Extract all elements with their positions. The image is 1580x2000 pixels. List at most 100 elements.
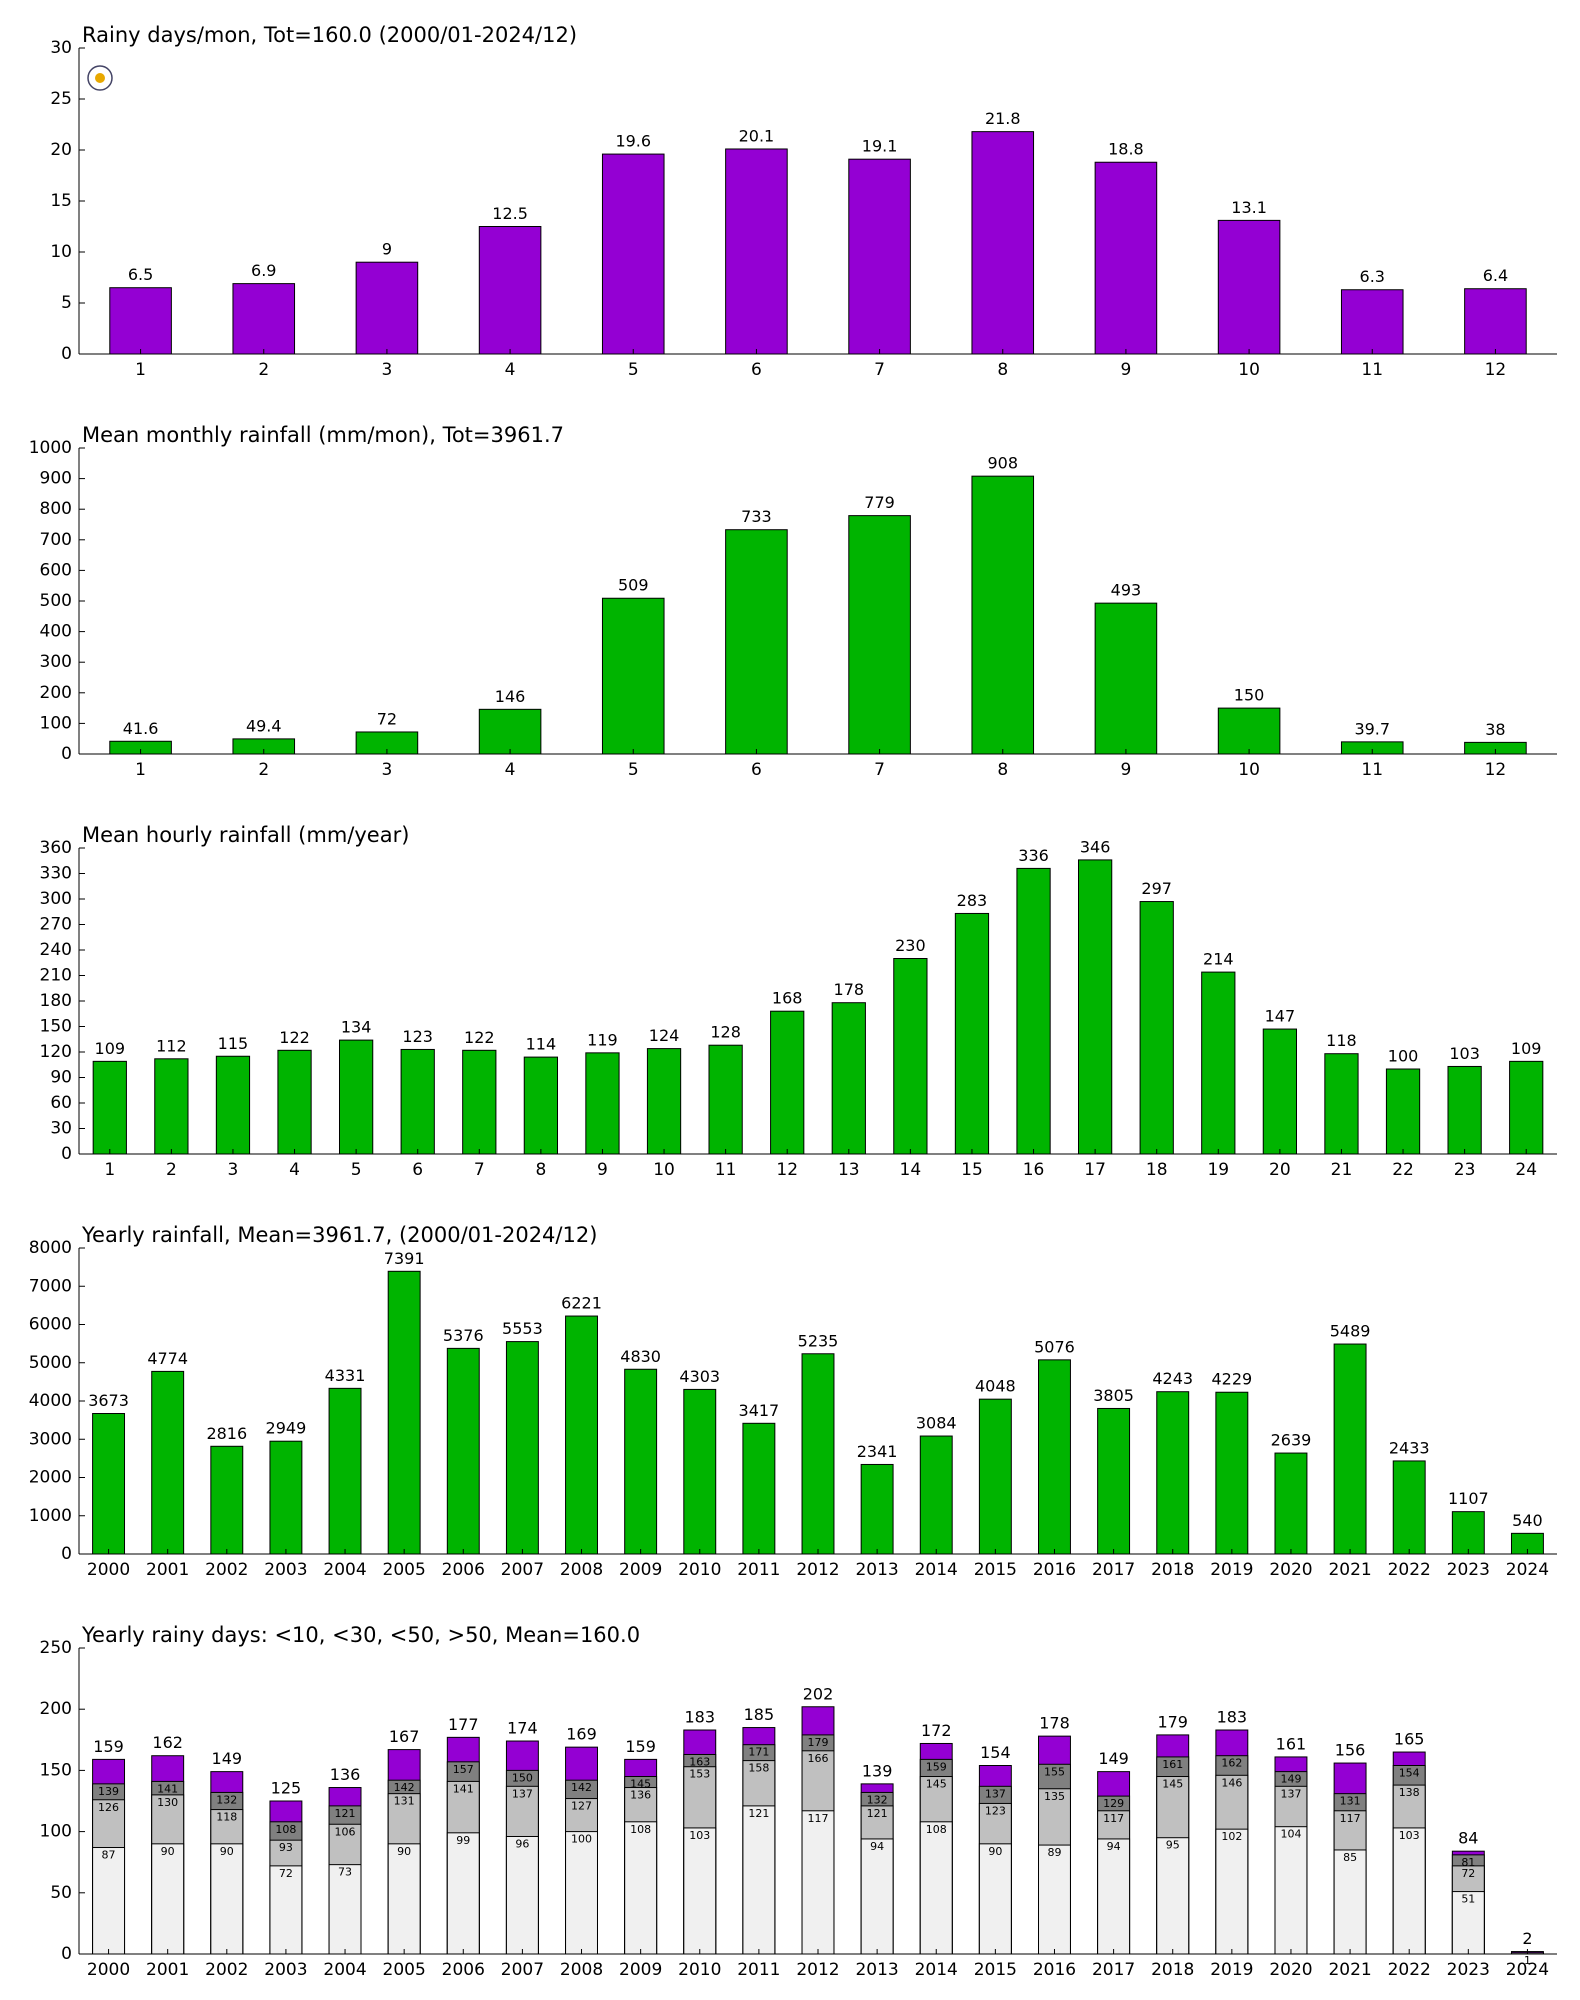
x-tick-label: 6 [412, 1160, 423, 1180]
x-tick-label: 2024 [1506, 1960, 1549, 1980]
bar [355, 261, 419, 355]
x-tick-label: 24 [1515, 1160, 1537, 1180]
value-label: 115 [218, 1034, 249, 1053]
value-label: 2 [1522, 1929, 1532, 1948]
value-label: 4229 [1211, 1370, 1252, 1389]
bar [860, 1463, 894, 1555]
y-tick-label: 200 [40, 1699, 72, 1719]
x-tick-label: 2016 [1033, 1560, 1076, 1580]
value-label: 124 [649, 1026, 680, 1045]
bar [446, 1347, 480, 1555]
y-tick-label: 180 [40, 991, 72, 1011]
x-tick-label: 14 [900, 1160, 922, 1180]
value-label: 4331 [325, 1366, 366, 1385]
value-label: 5376 [443, 1326, 484, 1345]
x-tick-label: 16 [1023, 1160, 1045, 1180]
x-tick-label: 2014 [915, 1560, 958, 1580]
chart-title: Yearly rainfall, Mean=3961.7, (2000/01-2… [81, 1223, 597, 1247]
value-label: 136 [630, 1789, 651, 1802]
x-tick-label: 2017 [1092, 1560, 1135, 1580]
y-tick-label: 6000 [29, 1315, 72, 1335]
value-label: 112 [156, 1036, 187, 1055]
bar [1333, 1343, 1367, 1555]
value-label: 132 [216, 1793, 237, 1806]
value-label: 119 [587, 1030, 618, 1049]
bar [1340, 289, 1404, 355]
bar [92, 1060, 127, 1155]
bar [1464, 288, 1527, 355]
x-tick-label: 2019 [1210, 1560, 1253, 1580]
x-tick-label: 7 [474, 1160, 485, 1180]
x-tick-label: 2012 [796, 1960, 839, 1980]
bar [1016, 867, 1051, 1155]
value-label: 7391 [384, 1249, 425, 1268]
x-tick-label: 18 [1146, 1160, 1168, 1180]
value-label: 38 [1485, 720, 1505, 739]
x-tick-label: 2 [258, 360, 269, 380]
value-label: 165 [1394, 1730, 1425, 1749]
value-label: 72 [1461, 1867, 1475, 1880]
y-tick-label: 150 [40, 1760, 72, 1780]
value-label: 142 [394, 1781, 415, 1794]
bar [1217, 707, 1281, 755]
y-tick-label: 1000 [29, 1506, 72, 1526]
x-tick-label: 2005 [383, 1560, 426, 1580]
value-label: 137 [1280, 1787, 1301, 1800]
y-tick-label: 900 [40, 469, 72, 489]
value-label: 108 [630, 1823, 651, 1836]
value-label: 336 [1018, 846, 1049, 865]
y-tick-label: 30 [50, 1119, 72, 1139]
bar [770, 1010, 805, 1155]
x-tick-label: 2017 [1092, 1960, 1135, 1980]
x-tick-label: 23 [1454, 1160, 1476, 1180]
value-label: 3805 [1093, 1386, 1134, 1405]
bar [1509, 1060, 1544, 1155]
x-tick-label: 2006 [442, 1960, 485, 1980]
bar [92, 1847, 126, 1955]
value-label: 162 [1221, 1757, 1242, 1770]
bar [338, 1039, 374, 1155]
y-tick-label: 25 [50, 89, 72, 109]
y-tick-label: 0 [61, 344, 72, 364]
bar [328, 1864, 362, 1955]
value-label: 134 [341, 1018, 372, 1037]
x-tick-label: 9 [1121, 360, 1132, 380]
bar [919, 1435, 953, 1555]
bar [1274, 1452, 1308, 1555]
x-tick-label: 12 [1485, 360, 1507, 380]
x-tick-label: 2008 [560, 1960, 603, 1980]
value-label: 129 [1103, 1797, 1124, 1810]
value-label: 3417 [739, 1401, 780, 1420]
value-label: 103 [689, 1829, 710, 1842]
bar [478, 226, 542, 355]
bar [801, 1810, 835, 1955]
value-label: 1 [1524, 1954, 1531, 1967]
x-tick-label: 6 [751, 360, 762, 380]
value-label: 146 [495, 687, 526, 706]
bar [269, 1440, 303, 1555]
bar [646, 1048, 682, 1155]
value-label: 159 [926, 1760, 947, 1773]
x-tick-label: 2013 [855, 1560, 898, 1580]
value-label: 3084 [916, 1414, 957, 1433]
bar [683, 1827, 717, 1955]
value-label: 100 [571, 1833, 592, 1846]
value-label: 90 [220, 1845, 234, 1858]
bar [232, 283, 296, 355]
x-tick-label: 2013 [855, 1960, 898, 1980]
value-label: 5489 [1330, 1322, 1371, 1341]
x-tick-label: 2005 [383, 1960, 426, 1980]
value-label: 6.5 [128, 265, 153, 284]
bar [1201, 971, 1236, 1155]
bar [893, 958, 928, 1155]
x-tick-label: 2021 [1328, 1560, 1371, 1580]
x-tick-label: 2018 [1151, 1960, 1194, 1980]
x-tick-label: 10 [1238, 760, 1260, 780]
x-tick-label: 2023 [1447, 1560, 1490, 1580]
y-tick-label: 20 [50, 140, 72, 160]
value-label: 128 [710, 1023, 741, 1042]
value-label: 73 [338, 1866, 352, 1879]
bar [154, 1058, 189, 1155]
value-label: 6.3 [1360, 267, 1385, 286]
